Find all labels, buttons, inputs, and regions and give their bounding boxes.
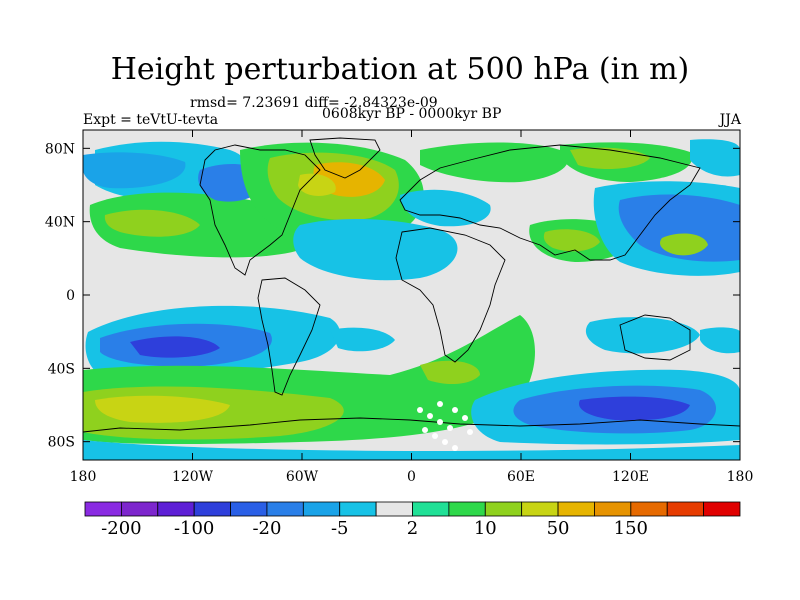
anomaly-region [130, 336, 220, 358]
x-tick-label: 0 [407, 469, 416, 485]
colorbar-label: 10 [474, 518, 497, 539]
stipple-dot [437, 419, 443, 425]
y-tick-label: 40N [45, 215, 75, 231]
anomaly-region [420, 142, 568, 183]
colorbar-label: -20 [252, 518, 281, 539]
colorbar-swatch [557, 501, 595, 517]
anomaly-region [400, 189, 491, 227]
stipple-dot [462, 415, 468, 421]
anomaly-region [83, 152, 186, 189]
x-tick-label: 120E [612, 469, 649, 485]
y-tick-label: 80N [45, 141, 75, 157]
colorbar-swatch [484, 501, 523, 517]
colorbar-label: -100 [174, 518, 214, 539]
anomaly-region [293, 218, 458, 281]
x-tick-label: 120W [172, 469, 214, 485]
stipple-dot [417, 407, 423, 413]
y-tick-label: 0 [66, 288, 75, 304]
anomaly-region [83, 440, 740, 460]
colorbar-label: -5 [331, 518, 349, 539]
colorbar-swatch [448, 501, 486, 517]
colorbar-label: 50 [547, 518, 570, 539]
coastlines [83, 137, 740, 433]
coastline-south-america [257, 277, 321, 396]
colorbar-swatch [375, 501, 413, 517]
colorbar-swatch [120, 501, 159, 517]
colorbar-swatch [84, 501, 122, 517]
stipple-dot [437, 401, 443, 407]
coastline-north-america [199, 144, 321, 276]
colorbar-swatch [703, 501, 741, 517]
stipple-dot [447, 425, 453, 431]
y-tick-label: 80S [48, 435, 75, 451]
colorbar-swatch [157, 501, 195, 517]
anomaly-region [95, 395, 230, 423]
coastline-africa [395, 227, 506, 363]
colorbar-label: 150 [614, 518, 648, 539]
colorbar-label: -200 [101, 518, 141, 539]
stipple-dot [427, 413, 433, 419]
experiment-label: Expt = teVtU-tevta [83, 112, 219, 128]
colorbar: -200 -100 -20 -5 2 10 50 150 [84, 501, 741, 539]
anomaly-region [420, 360, 480, 385]
anomaly-region [660, 233, 708, 256]
colorbar-swatch [666, 501, 705, 517]
stats-label: rmsd= 7.23691 diff= -2.84323e-09 [190, 95, 438, 111]
colorbar-swatch [412, 501, 450, 517]
anomaly-region [690, 139, 740, 177]
stipple-dot [442, 439, 448, 445]
anomaly-region [330, 327, 395, 352]
anomaly-region [585, 317, 700, 354]
x-tick-label: 180 [70, 469, 97, 485]
colorbar-swatch [521, 501, 559, 517]
anomaly-region [579, 396, 690, 421]
anomaly-region [543, 229, 600, 252]
colorbar-swatch [230, 501, 268, 517]
colorbar-swatch [630, 501, 668, 517]
x-axis: 180 120W 60W 0 60E 120E 180 [70, 130, 754, 485]
stipple-dot [422, 427, 428, 433]
stipple-dot [467, 429, 473, 435]
stipple-dot [452, 407, 458, 413]
stipple-dot [432, 433, 438, 439]
period-label: 0608kyr BP - 0000kyr BP [322, 106, 502, 122]
colorbar-swatch [302, 501, 341, 517]
stipple-dot [452, 445, 458, 451]
colorbar-label: 2 [407, 518, 418, 539]
season-label: JJA [719, 112, 741, 128]
y-axis: 80N 40N 0 40S 80S [45, 141, 740, 451]
anomaly-region [104, 209, 200, 237]
coastline-greenland [309, 137, 381, 179]
anomaly-region [298, 173, 336, 196]
x-tick-label: 60E [507, 469, 535, 485]
x-tick-label: 60W [286, 469, 319, 485]
anomaly-region [700, 327, 740, 354]
colorbar-swatch [193, 501, 231, 517]
colorbar-swatch [339, 501, 377, 517]
coastline-antarctica [83, 417, 740, 433]
coastline-australia [619, 314, 691, 361]
colorbar-swatch [266, 501, 304, 517]
map-title: Height perturbation at 500 hPa (in m) [110, 52, 690, 87]
anomaly-region [618, 194, 740, 262]
x-tick-label: 180 [727, 469, 754, 485]
y-tick-label: 40S [48, 361, 75, 377]
colorbar-swatch [594, 501, 632, 517]
stipple-pattern [417, 401, 473, 451]
coastline-eurasia [399, 144, 701, 261]
map-panel [83, 130, 740, 460]
